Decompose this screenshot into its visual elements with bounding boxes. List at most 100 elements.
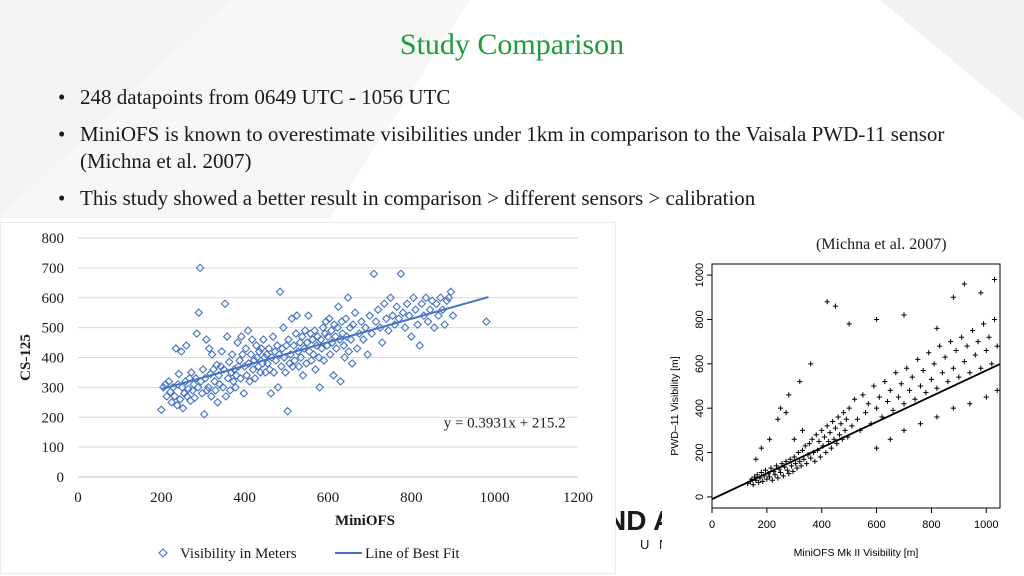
data-point: [828, 445, 834, 451]
data-point: [915, 356, 921, 362]
data-point: [802, 443, 808, 449]
data-point: [213, 397, 222, 407]
data-point: [832, 303, 839, 309]
data-point: [849, 423, 855, 429]
chart-frame: [0, 222, 616, 574]
data-point: [276, 362, 286, 371]
data-point: [841, 410, 847, 416]
data-point: [950, 365, 956, 371]
x-tick-label: 800: [922, 519, 940, 531]
data-point: [945, 378, 951, 385]
data-point: [421, 293, 431, 303]
data-point: [969, 327, 976, 334]
data-point: [801, 456, 807, 462]
data-point: [184, 384, 193, 394]
data-point: [325, 350, 335, 359]
data-point: [860, 392, 866, 398]
data-point: [978, 290, 984, 296]
data-point: [871, 383, 877, 389]
data-point: [873, 405, 880, 411]
data-point: [204, 382, 213, 392]
data-point: [206, 391, 216, 401]
data-point: [808, 361, 814, 367]
data-point: [786, 392, 792, 398]
data-point: [956, 374, 962, 380]
x-tick-label: 0: [709, 519, 715, 531]
data-point: [772, 472, 778, 478]
data-point: [319, 356, 329, 365]
data-point: [322, 341, 332, 350]
data-point: [884, 398, 891, 405]
data-point: [991, 276, 998, 283]
data-point: [288, 362, 297, 371]
data-point: [901, 427, 907, 433]
data-point: [865, 401, 871, 407]
data-point: [348, 320, 358, 330]
data-point: [314, 353, 324, 362]
data-point: [780, 473, 786, 479]
data-point: [310, 326, 320, 335]
data-point: [906, 387, 913, 394]
data-point: [783, 458, 789, 465]
data-point: [873, 445, 880, 451]
data-point: [753, 456, 759, 462]
data-point: [481, 317, 491, 327]
x-tick-label: 1200: [563, 490, 593, 506]
data-point: [768, 465, 774, 471]
data-point: [442, 296, 452, 306]
y-axis-title: CS-125: [18, 334, 34, 381]
data-point: [964, 343, 970, 349]
data-point: [901, 312, 907, 318]
data-point: [297, 332, 307, 341]
trendline-equation: y = 0.3931x + 215.2: [444, 416, 566, 432]
data-point: [429, 323, 439, 333]
citation: (Michna et al. 2007): [816, 236, 947, 253]
data-point: [356, 317, 366, 327]
x-tick-label: 600: [317, 490, 340, 506]
data-point: [194, 308, 204, 318]
data-point: [171, 344, 181, 353]
y-tick-label: 800: [42, 231, 65, 247]
data-point: [248, 365, 258, 374]
data-point: [270, 347, 280, 356]
data-point: [266, 388, 276, 398]
plot-box: [711, 263, 1001, 509]
data-point: [347, 359, 357, 368]
data-point: [769, 477, 775, 483]
data-point: [440, 320, 450, 330]
data-point: [809, 436, 815, 442]
data-point: [904, 365, 910, 371]
data-point: [243, 326, 253, 335]
data-point: [373, 305, 383, 315]
data-point: [175, 394, 185, 404]
data-point: [239, 388, 249, 398]
data-point: [895, 394, 902, 400]
trendline: [161, 296, 489, 391]
chart-background: [662, 258, 1012, 568]
y-tick-label: 0: [57, 470, 65, 486]
data-point: [295, 338, 305, 347]
data-point: [398, 308, 408, 318]
data-point: [893, 370, 899, 376]
data-point: [164, 377, 174, 386]
data-point: [284, 335, 293, 344]
data-point: [754, 472, 760, 478]
data-point: [777, 469, 784, 476]
data-point: [212, 360, 222, 370]
data-point: [989, 361, 995, 367]
y-tick-label: 200: [42, 410, 65, 426]
data-point: [367, 329, 377, 338]
data-point: [978, 365, 984, 371]
data-point: [298, 371, 308, 380]
data-point: [226, 368, 236, 377]
data-point: [843, 416, 849, 422]
data-point: [217, 347, 227, 356]
y-tick-label: 1000: [694, 263, 706, 287]
data-point: [198, 365, 208, 374]
data-point: [799, 427, 806, 433]
data-point: [846, 405, 852, 411]
data-point: [264, 344, 274, 353]
data-point: [890, 407, 896, 413]
data-point: [436, 293, 445, 303]
data-point: [415, 341, 425, 350]
